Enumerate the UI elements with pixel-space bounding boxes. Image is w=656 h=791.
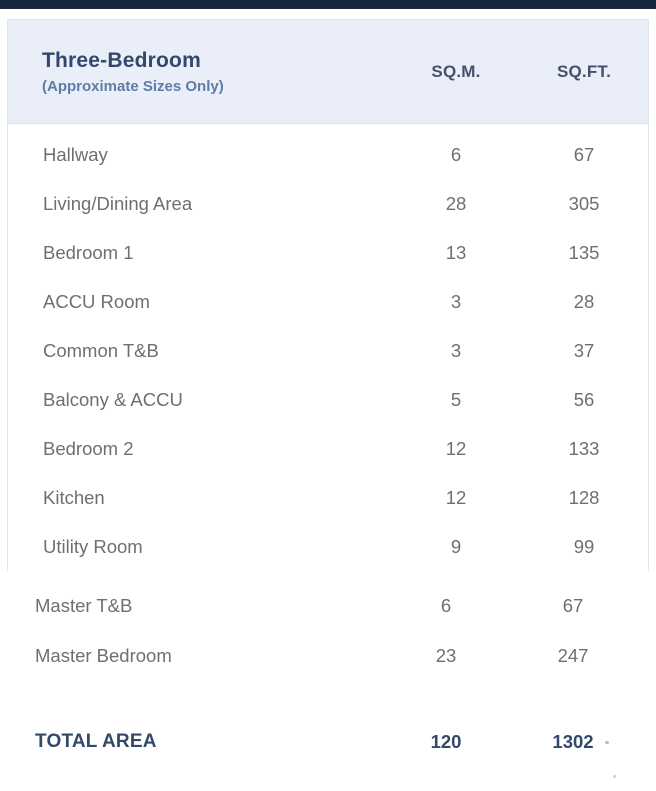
row-sqm-value: 12 xyxy=(445,486,467,508)
table-row: Master T&B 6 67 xyxy=(0,581,656,631)
table-row: Kitchen 12 128 xyxy=(8,473,648,522)
row-sqm-value: 12 xyxy=(445,437,467,459)
table-subtitle: (Approximate Sizes Only) xyxy=(42,77,224,95)
row-sqft-value: 135 xyxy=(568,241,600,263)
row-sqm-value: 13 xyxy=(445,241,467,263)
row-label: Hallway xyxy=(43,143,108,165)
table-row: Common T&B 3 37 xyxy=(8,326,648,375)
top-accent-bar xyxy=(0,0,656,9)
total-row: TOTAL AREA 120 1302 xyxy=(0,717,656,767)
table-row: Hallway 6 67 xyxy=(8,130,648,179)
row-sqm-value: 28 xyxy=(445,192,467,214)
row-label: Bedroom 1 xyxy=(43,241,134,263)
table-row: Balcony & ACCU 5 56 xyxy=(8,375,648,424)
total-label: TOTAL AREA xyxy=(35,731,157,752)
row-sqm-value: 3 xyxy=(450,339,462,361)
row-sqft-value: 99 xyxy=(573,535,595,557)
table-row: Master Bedroom 23 247 xyxy=(0,631,656,681)
row-sqft-value: 56 xyxy=(573,388,595,410)
row-label: Utility Room xyxy=(43,535,143,557)
table-row: Utility Room 9 99 xyxy=(8,522,648,571)
column-header-sqft: SQ.FT. xyxy=(556,61,612,81)
row-label: Master T&B xyxy=(35,595,133,616)
row-sqft-value: 67 xyxy=(573,143,595,165)
row-label: Living/Dining Area xyxy=(43,192,193,214)
table-rows-in-card: Hallway 6 67 Living/Dining Area 28 305 Bedroom… xyxy=(8,124,648,571)
row-sqft-value: 128 xyxy=(568,486,600,508)
speck-artifact xyxy=(613,775,616,778)
column-header-sqm: SQ.M. xyxy=(431,61,481,81)
total-sqft-value: 1302 xyxy=(552,731,594,752)
row-label: Common T&B xyxy=(43,339,159,361)
row-sqm-value: 3 xyxy=(450,290,462,312)
row-sqft-value: 247 xyxy=(557,645,589,666)
table-row: Bedroom 1 13 135 xyxy=(8,228,648,277)
row-label: Balcony & ACCU xyxy=(43,388,183,410)
row-sqft-value: 67 xyxy=(562,595,584,616)
table-row: Bedroom 2 12 133 xyxy=(8,424,648,473)
row-sqft-value: 28 xyxy=(573,290,595,312)
row-sqft-value: 305 xyxy=(568,192,600,214)
unit-size-table-card: Three-Bedroom (Approximate Sizes Only) S… xyxy=(7,19,649,571)
row-sqm-value: 6 xyxy=(440,595,452,616)
total-sqm-value: 120 xyxy=(430,731,462,752)
row-label: Master Bedroom xyxy=(35,645,172,666)
row-sqm-value: 9 xyxy=(450,535,462,557)
row-sqm-value: 6 xyxy=(450,143,462,165)
speck-artifact xyxy=(605,741,609,744)
table-row: Living/Dining Area 28 305 xyxy=(8,179,648,228)
row-label: Bedroom 2 xyxy=(43,437,134,459)
title-block: Three-Bedroom (Approximate Sizes Only) xyxy=(42,49,406,95)
table-rows-below-card: Master T&B 6 67 Master Bedroom 23 247 xyxy=(0,581,656,681)
row-sqm-value: 23 xyxy=(435,645,457,666)
row-sqft-value: 37 xyxy=(573,339,595,361)
row-label: Kitchen xyxy=(43,486,105,508)
table-header: Three-Bedroom (Approximate Sizes Only) S… xyxy=(8,20,648,124)
row-label: ACCU Room xyxy=(43,290,150,312)
row-sqm-value: 5 xyxy=(450,388,462,410)
table-row: ACCU Room 3 28 xyxy=(8,277,648,326)
table-title: Three-Bedroom xyxy=(42,48,201,72)
row-sqft-value: 133 xyxy=(568,437,600,459)
